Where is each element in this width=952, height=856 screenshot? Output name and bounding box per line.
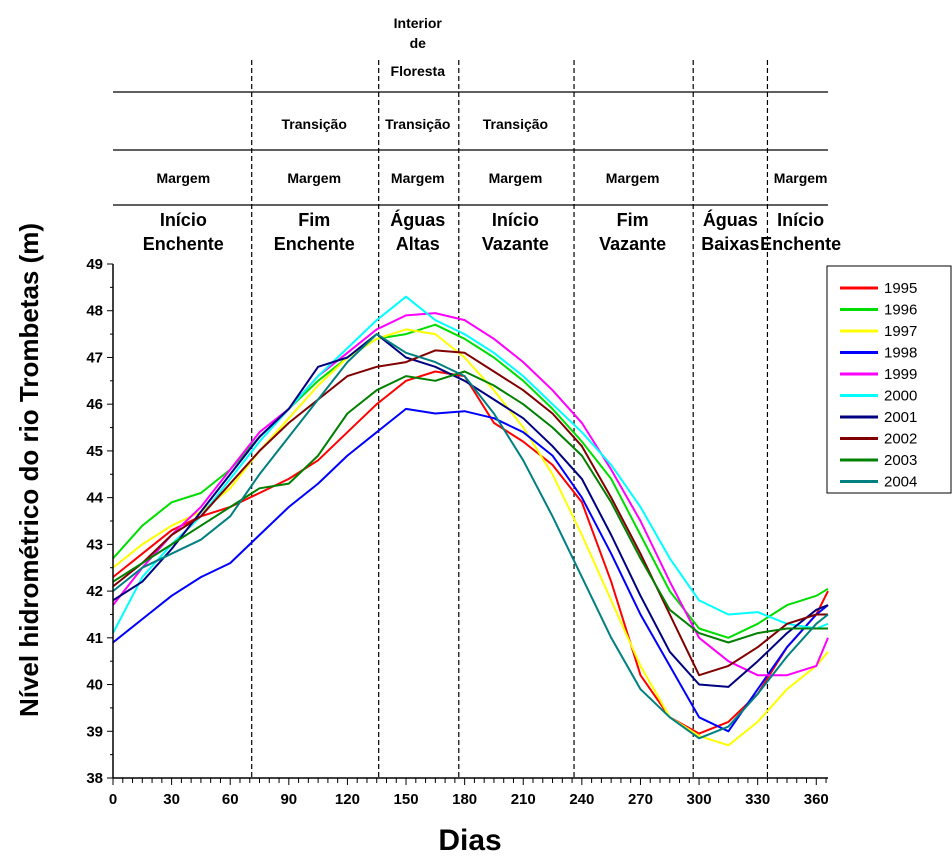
y-tick-label: 38: [86, 770, 103, 787]
phase-label-line1: Águas: [703, 209, 758, 230]
header-labels: Interior de Floresta Transição Transição Tran…: [143, 15, 841, 254]
y-tick-label: 41: [86, 630, 103, 647]
legend-label-1998: 1998: [884, 345, 917, 362]
y-tick-label: 46: [86, 396, 103, 413]
x-tick-label: 270: [628, 791, 653, 808]
phase-label-line1: Início: [492, 210, 539, 230]
legend-label-2001: 2001: [884, 409, 917, 426]
zone-label-transicao: Transição: [483, 116, 548, 132]
legend: 1995 1996 1997 1998 1999 2000 2001 2002 2003 2004: [826, 265, 952, 494]
y-tick-label: 49: [86, 256, 103, 273]
phase-label-line1: Início: [160, 210, 207, 230]
y-tick-label: 48: [86, 303, 103, 320]
legend-label-2002: 2002: [884, 431, 917, 448]
zone-label-floresta: de: [410, 35, 427, 51]
series-line-1997: [112, 328, 829, 747]
phase-label-line2: Enchente: [274, 234, 355, 254]
x-axis-title: Dias: [438, 824, 501, 856]
legend-label-2000: 2000: [884, 388, 917, 405]
x-tick-label: 180: [452, 791, 477, 808]
phase-label-line1: Fim: [617, 210, 649, 230]
series-line-2001: [112, 333, 829, 688]
zone-label-margem: Margem: [606, 170, 660, 186]
series-line-2002: [112, 349, 828, 677]
series-line-1998: [112, 407, 829, 733]
legend-label-1999: 1999: [884, 366, 917, 383]
series-line-2004: [112, 333, 829, 740]
y-tick-label: 45: [86, 443, 103, 460]
series-line-2000: [112, 295, 829, 634]
phase-dividers: [251, 60, 769, 778]
legend-label-1996: 1996: [884, 302, 917, 319]
x-tick-label: 360: [804, 791, 829, 808]
phase-label-line2: Enchente: [143, 234, 224, 254]
x-tick-label: 60: [222, 791, 239, 808]
zone-label-margem: Margem: [287, 170, 341, 186]
x-tick-label: 330: [745, 791, 770, 808]
phase-label-line1: Fim: [298, 210, 330, 230]
phase-label-line2: Enchente: [760, 234, 841, 254]
zone-label-floresta: Interior: [394, 15, 443, 31]
y-tick-label: 43: [86, 536, 103, 553]
x-tick-label: 0: [109, 791, 117, 808]
y-tick-label: 47: [86, 349, 103, 366]
y-tick-label: 44: [86, 490, 103, 507]
x-tick-label: 300: [687, 791, 712, 808]
x-tick-label: 210: [511, 791, 536, 808]
x-tick-label: 30: [163, 791, 180, 808]
y-tick-label: 39: [86, 723, 103, 740]
phase-label-line1: Águas: [390, 209, 445, 230]
series-lines: [112, 295, 829, 747]
series-line-1999: [112, 312, 829, 677]
zone-label-floresta: Floresta: [391, 63, 446, 79]
legend-label-2003: 2003: [884, 452, 917, 469]
y-axis-title: Nível hidrométrico do rio Trombetas (m): [14, 223, 44, 717]
phase-label-line2: Altas: [396, 234, 440, 254]
phase-label-line2: Vazante: [599, 234, 666, 254]
legend-box: [826, 265, 952, 494]
header-lines: [113, 91, 828, 206]
y-tick-label: 42: [86, 583, 103, 600]
series-line-2003: [112, 370, 828, 644]
zone-label-transicao: Transição: [282, 116, 347, 132]
axes: 0 30 60 90 120 150 180 210 240 270 300 330 360 38 39 40…: [86, 256, 828, 808]
phase-label-line1: Início: [777, 210, 824, 230]
legend-label-1997: 1997: [884, 323, 917, 340]
zone-label-margem: Margem: [489, 170, 543, 186]
phase-label-line2: Baixas: [701, 234, 759, 254]
zone-label-margem: Margem: [391, 170, 445, 186]
x-tick-label: 120: [335, 791, 360, 808]
zone-label-margem: Margem: [774, 170, 828, 186]
zone-label-transicao: Transição: [385, 116, 450, 132]
x-tick-label: 90: [280, 791, 297, 808]
phase-label-line2: Vazante: [482, 234, 549, 254]
legend-label-1995: 1995: [884, 280, 917, 297]
y-tick-label: 40: [86, 677, 103, 694]
x-tick-label: 240: [569, 791, 594, 808]
series-line-1995: [112, 370, 829, 735]
x-tick-label: 150: [394, 791, 419, 808]
zone-label-margem: Margem: [156, 170, 210, 186]
legend-label-2004: 2004: [884, 474, 917, 491]
